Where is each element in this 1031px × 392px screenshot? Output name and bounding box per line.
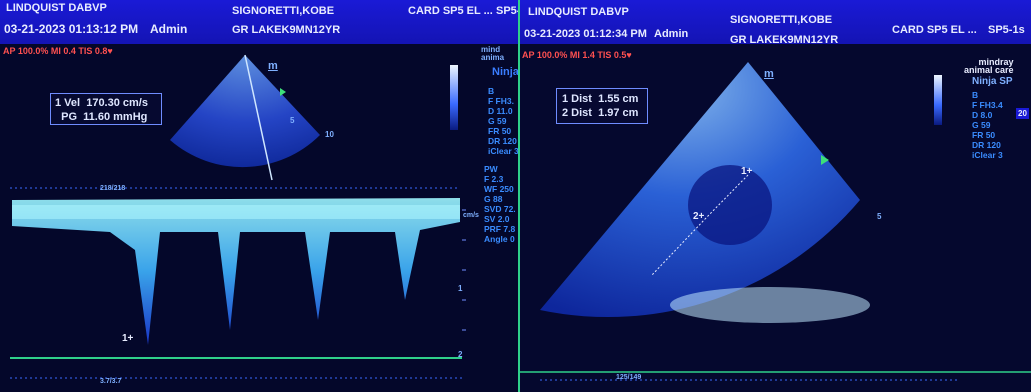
left-sector-image <box>170 55 320 168</box>
left-b-params: B F FH3. D 11.0 G 59 FR 50 DR 120 iClear… <box>488 86 518 156</box>
left-pw-params: PW F 2.3 WF 250 G 88 SVD 72. SV 2.0 PRF … <box>484 164 516 244</box>
left-gray-scale-bar <box>450 65 458 130</box>
mindray-logo-icon: mindray animal care <box>964 57 1014 75</box>
right-timeline-label: 125/149 <box>616 374 642 381</box>
left-m-marker: m <box>268 60 278 72</box>
right-status-line: AP 100.0% MI 1.4 TIS 0.5♥ <box>522 50 632 60</box>
left-measurement-row: 1 Vel 170.30 cm/s <box>55 97 148 109</box>
right-image-area <box>520 62 1031 381</box>
left-preset: CARD SP5 EL ... <box>408 5 493 17</box>
left-image-area <box>10 54 466 379</box>
right-probe: SP5-1s <box>988 24 1025 36</box>
right-id: GR LAKEK9MN12YR <box>730 34 839 46</box>
left-tick-marks <box>462 209 466 331</box>
left-doppler-band <box>12 205 460 219</box>
left-owner: SIGNORETTI,KOBE <box>232 5 335 17</box>
right-patient-name: LINDQUIST DABVP <box>528 6 629 18</box>
left-doppler-cursor-line <box>244 54 273 181</box>
left-header <box>0 0 518 44</box>
left-timeline-top-label: 218/218 <box>100 185 126 192</box>
mindray-logo-icon: mind anima <box>481 45 505 62</box>
right-m-marker: m <box>764 68 774 80</box>
left-datetime: 03-21-2023 01:13:12 PM <box>4 22 139 36</box>
right-measurement-row: 2 Dist 1.97 cm <box>562 107 639 119</box>
cursor-cross-icon: 2+ <box>693 211 705 222</box>
left-status-line: AP 100.0% MI 0.4 TIS 0.8♥ <box>3 46 113 56</box>
right-datetime: 03-21-2023 01:12:34 PM <box>524 28 647 40</box>
cursor-cross-icon: 1+ <box>122 333 134 344</box>
green-triangle-marker-icon <box>821 155 829 165</box>
left-probe: SP5- <box>496 5 518 17</box>
left-ultrasound-screen: LINDQUIST DABVP 03-21-2023 01:13:12 PM A… <box>0 0 518 392</box>
cursor-cross-icon: 1+ <box>741 166 753 177</box>
left-depth-5: 5 <box>290 116 295 125</box>
right-depth-5: 5 <box>877 212 882 221</box>
left-operator: Admin <box>150 22 188 36</box>
heart-icon: ♥ <box>107 46 113 56</box>
right-operator: Admin <box>654 28 689 40</box>
right-ultrasound-screen: LINDQUIST DABVP 03-21-2023 01:12:34 PM A… <box>518 0 1031 392</box>
left-unit-label: cm/s <box>463 212 479 219</box>
left-patient-name: LINDQUIST DABVP <box>6 2 107 14</box>
right-owner: SIGNORETTI,KOBE <box>730 14 833 26</box>
right-edge-value: 20 <box>1016 108 1029 119</box>
left-depth-10: 10 <box>325 130 334 139</box>
left-timeline-bottom-label: 3.7/3.7 <box>100 378 122 385</box>
right-gray-scale-bar <box>934 75 942 125</box>
right-preset: CARD SP5 EL ... <box>892 24 977 36</box>
left-measurement-box: 1 Vel 170.30 cm/s PG 11.60 mmHg <box>50 93 162 125</box>
right-measurement-box: 1 Dist 1.55 cm 2 Dist 1.97 cm <box>556 88 648 124</box>
right-caliper-line-2 <box>651 217 707 276</box>
right-bright-echo <box>670 287 870 323</box>
right-measurement-row: 1 Dist 1.55 cm <box>562 93 639 105</box>
right-heart-chamber <box>688 165 772 245</box>
left-measurement-row: PG 11.60 mmHg <box>61 111 148 123</box>
right-b-params: B F FH3.4 D 8.0 G 59 FR 50 DR 120 iClear… <box>972 90 1003 160</box>
left-doppler-spectrum <box>12 198 460 345</box>
left-id: GR LAKEK9MN12YR <box>232 24 341 36</box>
left-scale-1: 1 <box>458 284 463 293</box>
heart-icon: ♥ <box>626 50 632 60</box>
left-scale-2: 2 <box>458 350 463 359</box>
right-model-name: Ninja SP <box>972 76 1013 87</box>
left-model-name: Ninja <box>492 66 518 78</box>
green-triangle-marker-icon <box>280 88 286 96</box>
right-header <box>520 0 1031 44</box>
